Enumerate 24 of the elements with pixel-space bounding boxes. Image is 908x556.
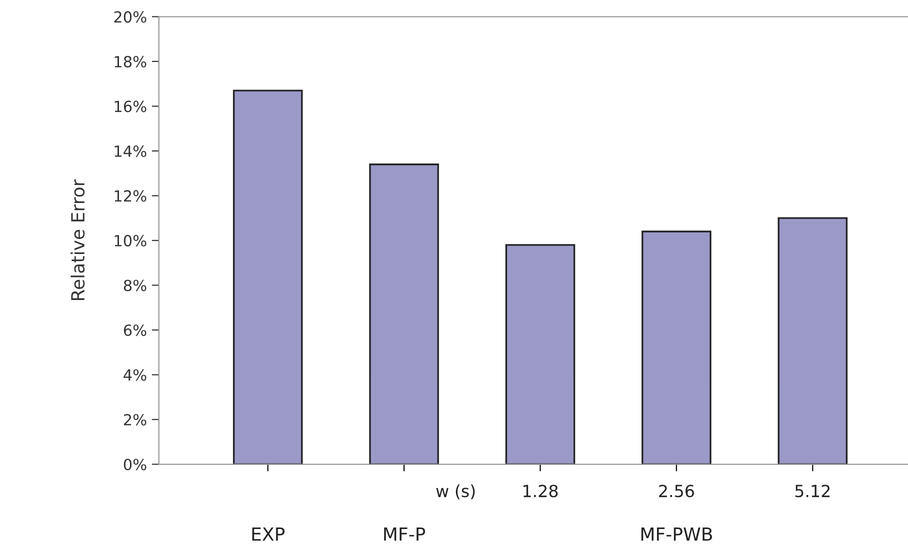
text: MF-PWB [641,527,712,541]
bar [232,90,303,464]
y-tick-label: 8% [124,280,146,292]
y-tick-label: 0% [124,458,146,470]
y-tick-label: 4% [124,369,146,381]
y-tick-label: 6% [124,324,146,336]
bar [642,230,712,464]
bar [778,217,848,464]
y-axis-title: Relative Error [70,179,85,300]
bar [505,244,576,464]
y-tick-label: 14% [114,145,146,157]
y-tick-label: 20% [114,11,146,23]
bar [369,164,439,464]
x-tick-label: 1.28 [524,484,558,498]
y-tick-label: 10% [114,234,146,246]
x-tick-label: MF-P [384,527,426,541]
y-tick-label: 2% [124,414,146,426]
x-tick-label: 5.12 [795,484,830,498]
y-tick-label: 12% [114,190,146,202]
y-tick-label: 18% [114,56,146,68]
x-tick-label: 2.56 [659,484,694,498]
y-tick-label: 16% [114,100,146,112]
text: w (s) [436,484,475,500]
x-tick-label: EXP [252,527,285,541]
